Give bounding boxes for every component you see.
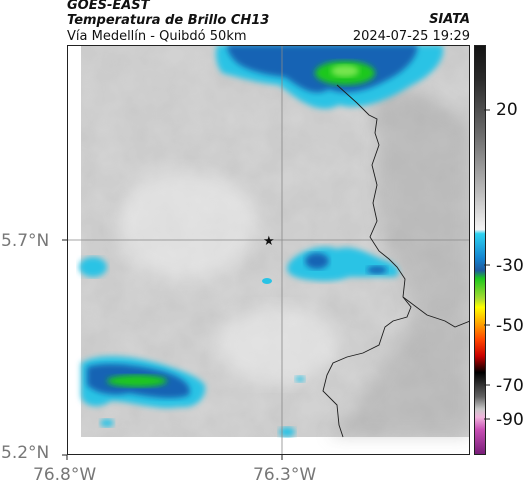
- storm-cell-north: [215, 45, 444, 109]
- light-cloud-patch: [217, 305, 337, 385]
- colorbar: [474, 45, 486, 455]
- storm-cell-west: [79, 257, 107, 277]
- colorbar-label: -90: [496, 410, 524, 430]
- lat-tick-label: 5.2°N: [1, 443, 50, 463]
- light-cloud-patch: [117, 170, 257, 280]
- colorbar-label: -50: [496, 316, 524, 336]
- colorbar-label: 20: [496, 100, 518, 120]
- agency-label: SIATA: [429, 12, 470, 27]
- storm-cell-central: [262, 246, 399, 284]
- storm-cell-southwest: [81, 356, 305, 437]
- product-title: Temperatura de Brillo CH13: [67, 13, 270, 28]
- lon-tick-label: 76.8°W: [33, 465, 97, 485]
- colorbar-label: -30: [496, 256, 524, 276]
- lon-tick-label: 76.3°W: [253, 465, 317, 485]
- colorbar-ticks: [484, 109, 490, 420]
- star-icon: ★: [263, 234, 275, 249]
- colorbar-label: -70: [496, 376, 524, 396]
- map-canvas: ★: [67, 45, 470, 455]
- region-label: Vía Medellín - Quibdó 50km: [67, 29, 247, 44]
- satellite-map[interactable]: ★: [67, 45, 470, 455]
- department-border: [322, 84, 412, 438]
- satellite-title: GOES-EAST: [67, 0, 150, 13]
- warm-surface: [327, 65, 470, 437]
- map-border: [67, 45, 470, 455]
- lat-tick-label: 5.7°N: [1, 231, 50, 251]
- department-border-east: [402, 296, 470, 328]
- datetime-label: 2024-07-25 19:29: [352, 29, 470, 44]
